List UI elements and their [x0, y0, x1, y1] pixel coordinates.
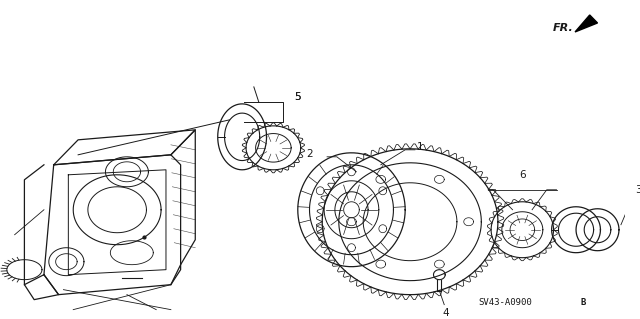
- Text: SV43-A0900: SV43-A0900: [479, 298, 532, 307]
- Text: 5: 5: [294, 92, 301, 102]
- Text: 5: 5: [294, 92, 301, 102]
- Text: 2: 2: [306, 149, 312, 159]
- Polygon shape: [575, 15, 598, 32]
- Text: 1: 1: [417, 142, 424, 152]
- Text: 3: 3: [636, 185, 640, 195]
- Text: 6: 6: [519, 170, 525, 180]
- Text: 4: 4: [443, 308, 449, 318]
- Text: B: B: [581, 298, 586, 307]
- Text: FR.: FR.: [552, 23, 573, 33]
